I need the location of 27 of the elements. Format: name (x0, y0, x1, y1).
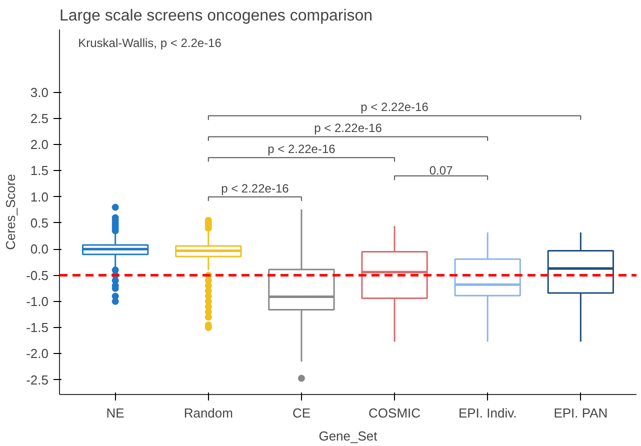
y-tick-label: 2.5 (30, 110, 49, 126)
annotation: p < 2.22e-16 (221, 181, 290, 196)
x-axis-title: Gene_Set (318, 428, 378, 444)
annotation: Kruskal-Wallis, p < 2.2e-16 (78, 36, 222, 50)
annotation: p < 2.22e-16 (268, 142, 336, 156)
annotation: p < 2.22e-16 (314, 121, 382, 136)
y-tick-label: -0.5 (26, 268, 49, 283)
annotation: p < 2.22e-16 (360, 100, 429, 114)
y-tick-label: 0.0 (30, 242, 49, 257)
y-tick-label: -1.0 (26, 294, 49, 309)
annotation: 0.07 (429, 163, 454, 178)
y-tick-label: 3.0 (30, 84, 49, 100)
y-tick-label: 1.5 (30, 163, 49, 178)
y-tick-label: -2.5 (26, 372, 49, 388)
y-tick-label: -1.5 (26, 320, 49, 336)
x-tick-label: EPI. Indiv. (458, 406, 517, 420)
y-tick-label: -2.0 (26, 346, 49, 362)
chart-title: Large scale screens oncogenes comparison (60, 8, 373, 24)
x-tick-label: EPI. PAN (554, 406, 608, 420)
y-tick-label: 2.0 (30, 137, 49, 152)
y-tick-label: 1.0 (30, 189, 49, 204)
x-tick-label: Random (184, 406, 233, 420)
x-tick-label: NE (106, 406, 125, 420)
y-axis-title: Ceres_Score (3, 174, 18, 250)
x-tick-label: CE (292, 406, 311, 420)
x-tick-label: COSMIC (368, 406, 421, 420)
y-tick-label: 0.5 (30, 215, 49, 230)
